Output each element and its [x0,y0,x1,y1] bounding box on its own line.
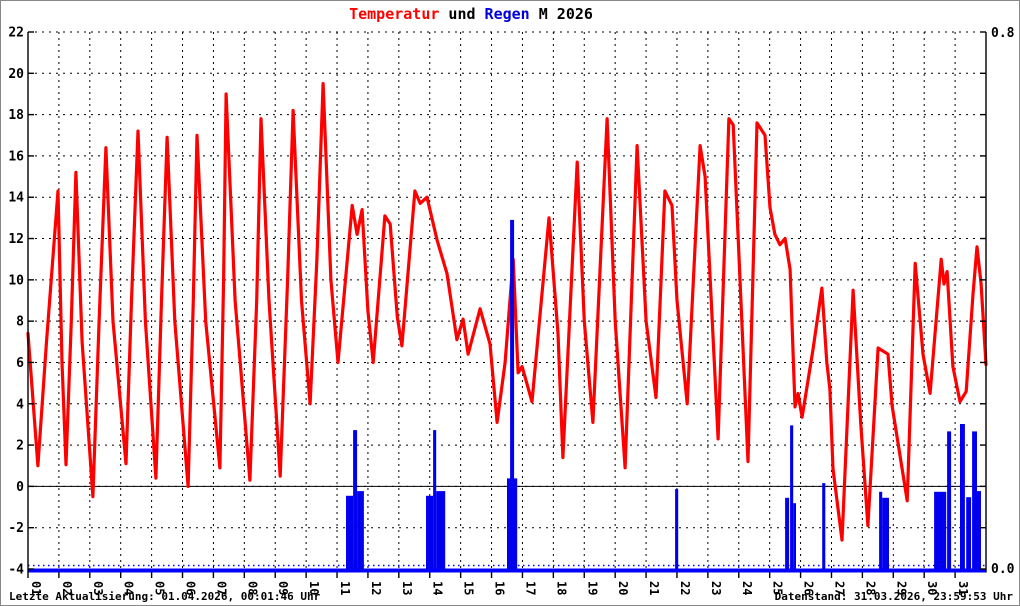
temp-axis-label: 18 [8,108,24,123]
chart-title: Temperatur und Regen M 2026 [349,5,593,23]
x-axis-day-label: 21 [647,581,661,595]
x-axis-day-label: 17 [523,581,537,595]
temp-axis-label: 2 [16,439,24,454]
temp-axis-label: 10 [8,273,24,288]
x-axis-day-label: 05 [153,581,167,595]
temp-axis-label: 6 [16,356,24,371]
x-axis-day-label: 18 [554,581,568,595]
temp-axis-label: 0 [16,480,24,495]
x-axis-day-label: 29 [894,581,908,595]
x-axis-day-label: 15 [462,581,476,595]
x-axis-day-label: 02 [60,581,74,595]
title-month: M 2026 [529,5,593,23]
x-axis-day-label: 12 [369,581,383,595]
temp-axis-label: 8 [16,315,24,330]
x-axis-day-label: 19 [585,581,599,595]
rain-bar [785,497,790,569]
x-axis-day-label: 07 [214,581,228,595]
x-axis-day-label: 28 [863,581,877,595]
rain-bar [510,219,515,569]
title-temperature: Temperatur [349,5,440,23]
temp-axis-label: 16 [8,149,24,164]
temp-axis-label: 12 [8,232,24,247]
x-axis-day-label: 27 [832,581,846,595]
x-axis-day-label: 11 [338,581,352,595]
x-axis-day-label: 22 [678,581,692,595]
rain-bar [790,425,794,569]
rain-bar [793,503,796,569]
rain-bar [822,483,826,569]
rain-bar [972,431,977,569]
data-state-text: Datenstand: 31.03.2026, 23:59:53 Uhr [774,590,1013,603]
title-rain: Regen [484,5,530,23]
x-axis-day-label: 08 [245,581,259,595]
x-axis-day-label: 25 [771,581,785,595]
x-axis-day-label: 23 [709,581,723,595]
x-axis-day-label: 14 [431,581,445,595]
rain-bar [436,491,446,569]
rain-bar [353,430,358,569]
temp-axis-label: -2 [8,521,24,536]
last-update-text: Letzte Aktualisierung: 01.04.2026, 00:01… [9,590,321,603]
rain-bar [947,431,952,569]
rain-bar [433,430,437,569]
rain-bar [934,491,947,569]
x-axis-day-label: 10 [307,581,321,595]
x-axis-day-label: 16 [493,581,507,595]
rain-bar [882,497,889,569]
rain-bar [357,491,364,569]
rain-axis-label: 0.0 [991,562,1015,577]
x-axis-day-label: 31 [956,581,970,595]
temp-axis-label: 4 [16,397,24,412]
temperature-line [26,81,988,542]
rain-bar [879,491,883,569]
rain-bar [675,489,679,569]
rain-bar [346,495,354,569]
rain-bar [977,491,981,569]
x-axis-day-label: 30 [925,581,939,595]
rain-bar [966,497,972,569]
title-and: und [439,5,485,23]
x-axis-day-label: 01 [29,581,43,595]
x-axis-day-label: 20 [616,581,630,595]
x-axis-day-label: 06 [184,581,198,595]
temp-axis-label: -4 [8,563,24,578]
rain-axis-label: 0.8 [991,26,1015,41]
temp-axis-label: 20 [8,67,24,82]
temp-axis-label: 14 [8,191,24,206]
rain-bar [960,424,965,569]
x-axis-day-label: 03 [91,581,105,595]
x-axis-day-label: 04 [122,581,136,595]
x-axis-day-label: 24 [740,581,754,595]
x-axis-day-label: 26 [802,581,816,595]
rain-bar [426,495,434,569]
x-axis-day-label: 13 [400,581,414,595]
temp-axis-label: 22 [8,26,24,41]
rain-baseline [28,568,986,573]
x-axis-day-label: 09 [276,581,290,595]
